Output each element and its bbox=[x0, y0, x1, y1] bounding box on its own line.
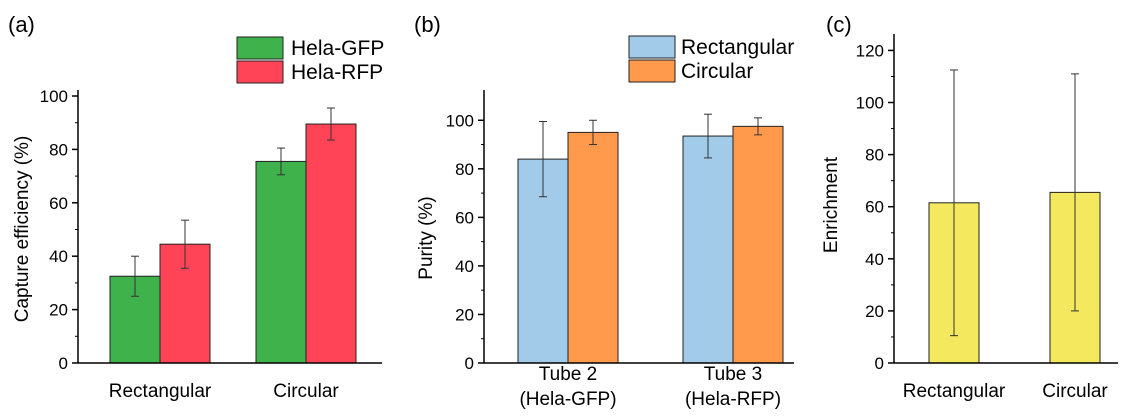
legend-label: Hela-GFP bbox=[291, 37, 384, 60]
y-tick-label: 0 bbox=[465, 354, 474, 373]
legend-label: Hela-RFP bbox=[291, 61, 383, 84]
y-tick-label: 60 bbox=[455, 208, 474, 227]
panel-label: (b) bbox=[414, 12, 441, 37]
chart-panel-2: (b) Purity (%) 0 20 40 60 80 100 Tube 2 (Hela-GFP… bbox=[414, 12, 794, 410]
y-tick-label: 40 bbox=[49, 247, 68, 266]
y-tick-label: 0 bbox=[875, 354, 884, 373]
y-tick-label: 0 bbox=[59, 354, 68, 373]
y-tick-label: 40 bbox=[455, 257, 474, 276]
bar bbox=[305, 123, 357, 364]
chart-panel-1: (a) Capture efficiency (%) 0 20 40 60 80 100 Rec… bbox=[8, 12, 384, 402]
bar bbox=[732, 125, 784, 364]
x-tick-label: Tube 2 bbox=[539, 364, 597, 385]
panel-label: (a) bbox=[8, 12, 35, 37]
bar bbox=[682, 135, 734, 364]
y-tick-label: 100 bbox=[856, 94, 884, 113]
legend-swatch bbox=[628, 59, 676, 83]
y-tick-label: 80 bbox=[455, 160, 474, 179]
y-tick-label: 80 bbox=[49, 140, 68, 159]
y-tick-label: 60 bbox=[865, 198, 884, 217]
x-tick-label: (Hela-GFP) bbox=[519, 389, 616, 410]
x-tick-label: Circular bbox=[273, 381, 339, 402]
x-tick-label: Rectangular bbox=[903, 381, 1006, 402]
y-tick-label: 40 bbox=[865, 250, 884, 269]
x-tick-label: Rectangular bbox=[109, 381, 212, 402]
y-tick-label: 20 bbox=[865, 302, 884, 321]
chart-panel-3: (c) Enrichment 0 20 40 60 80 100 120 Rectangular C… bbox=[821, 12, 1118, 402]
y-axis-label: Enrichment bbox=[821, 156, 842, 253]
legend-swatch bbox=[236, 36, 284, 60]
y-tick-label: 80 bbox=[865, 146, 884, 165]
legend-label: Circular bbox=[681, 60, 753, 83]
y-axis-label: Capture efficiency (%) bbox=[12, 136, 33, 323]
y-tick-label: 20 bbox=[49, 301, 68, 320]
y-tick-label: 120 bbox=[856, 41, 884, 60]
y-tick-label: 100 bbox=[40, 87, 68, 106]
legend-label: Rectangular bbox=[681, 36, 794, 59]
legend-swatch bbox=[628, 35, 676, 59]
x-tick-label: Circular bbox=[1042, 381, 1108, 402]
panel-label: (c) bbox=[826, 12, 852, 37]
x-tick-label: Tube 3 bbox=[704, 364, 762, 385]
bar bbox=[567, 131, 619, 364]
y-axis-label: Purity (%) bbox=[416, 196, 437, 279]
y-tick-label: 20 bbox=[455, 305, 474, 324]
y-tick-label: 60 bbox=[49, 194, 68, 213]
bar bbox=[255, 160, 307, 364]
x-tick-label: (Hela-RFP) bbox=[685, 389, 781, 410]
legend-swatch bbox=[236, 60, 284, 84]
y-tick-label: 100 bbox=[446, 111, 474, 130]
